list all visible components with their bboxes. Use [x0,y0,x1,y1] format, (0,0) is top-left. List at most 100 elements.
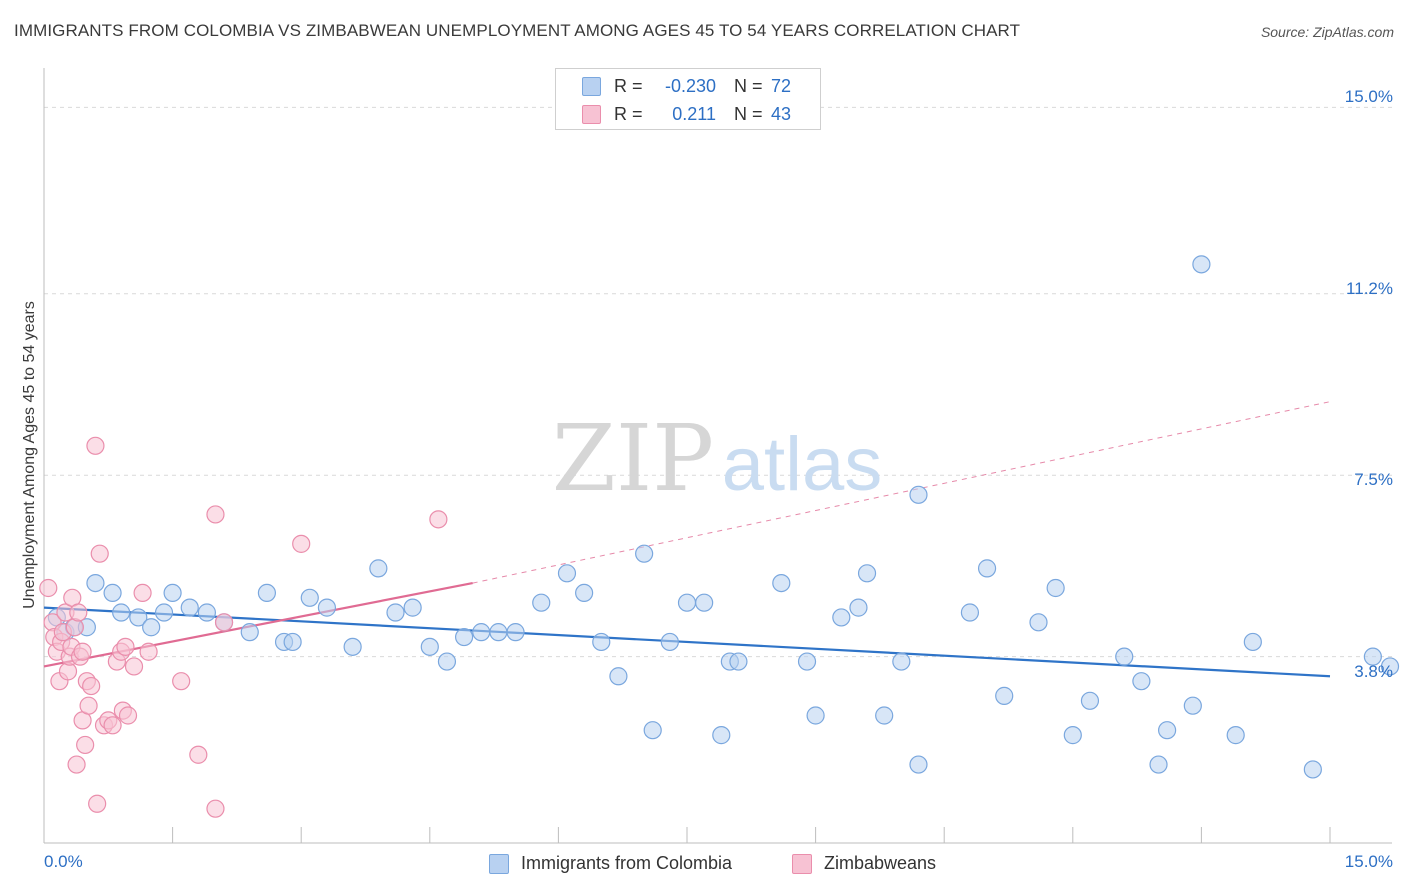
colombia-point-66 [1226,726,1245,745]
colombia-point-58 [1063,726,1082,745]
colombia-point-42 [729,652,748,671]
zimbabwe-point-35 [139,642,158,661]
colombia-point-23 [403,598,422,617]
zimbabwe-point-27 [103,716,122,735]
zimbabwe-point-18 [76,735,95,755]
colombia-point-47 [849,598,868,617]
colombia-point-64 [1183,696,1202,715]
colombia-point-59 [1080,691,1100,710]
colombia-point-65 [1192,255,1211,274]
y-tick-label-3-8: 3.8% [1354,662,1393,681]
x-tick-label-max: 15.0% [1344,852,1393,871]
colombia-point-25 [437,652,457,671]
pink-swatch [582,105,601,124]
colombia-point-22 [386,603,405,622]
colombia-point-24 [420,637,439,656]
r-value: 0.211 [672,104,716,124]
zimbabwe-point-21 [82,676,101,696]
colombia-point-28 [489,623,508,642]
n-value: 43 [771,104,792,124]
source-label: Source: ZipAtlas.com [1260,24,1394,40]
colombia-point-62 [1149,755,1168,774]
colombia-point-44 [797,652,817,671]
colombia-point-8 [142,618,161,637]
legend-label: Zimbabweans [824,853,937,873]
zimbabwe-point-23 [88,794,107,813]
zimbabwe-point-31 [116,637,135,656]
colombia-point-51 [909,485,928,504]
colombia-point-9 [154,603,174,622]
y-tick-label-7-5: 7.5% [1354,470,1393,489]
colombia-point-34 [609,667,628,686]
zimbabwe-point-0 [39,578,58,598]
zimbabwe-point-38 [206,505,225,524]
chart-title: IMMIGRANTS FROM COLOMBIA VS ZIMBABWEAN U… [14,21,1021,40]
zimbabwe-point-40 [214,613,234,632]
zimbabwe-point-24 [90,544,109,563]
r-label: R = [614,76,643,96]
colombia-point-48 [857,564,877,583]
axes [43,68,1392,844]
colombia-point-45 [806,706,825,725]
n-value: 72 [771,76,792,96]
n-label: N = [734,76,763,96]
colombia-point-61 [1132,672,1151,691]
colombia-point-31 [557,564,577,583]
r-value: -0.230 [664,76,716,96]
zimbabwe-point-14 [69,603,88,622]
colombia-point-14 [240,623,259,642]
y-tick-label-11-2: 11.2% [1346,279,1393,298]
blue-swatch [582,77,601,96]
colombia-point-26 [454,627,474,647]
colombia-point-50 [892,652,911,671]
x-tick-label-min: 0.0% [44,852,83,871]
r-label: R = [614,104,643,124]
colombia-point-53 [960,603,980,622]
pink-swatch [792,854,812,874]
blue-swatch [489,854,509,874]
colombia-point-68 [1303,760,1322,779]
zimbabwe-point-41 [292,534,311,553]
colombia-point-32 [575,583,594,603]
zimbabwe-point-17 [73,642,92,661]
zimbabwe-point-42 [429,510,448,529]
colombia-point-52 [909,755,928,774]
y-axis-label: Unemployment Among Ages 45 to 54 years [21,301,38,609]
colombia-point-49 [875,706,894,725]
watermark-zip: ZIP [552,405,714,512]
colombia-point-15 [257,583,277,603]
colombia-point-63 [1158,721,1177,740]
colombia-point-30 [532,593,551,612]
colombia-point-29 [506,623,525,642]
zimbabwe-point-39 [206,799,225,818]
colombia-point-69 [1363,647,1382,666]
colombia-point-4 [86,573,105,593]
colombia-point-54 [977,559,997,578]
zimbabwe-point-13 [67,755,86,774]
colombia-point-55 [995,686,1014,705]
stats-legend-row-colombia: R = -0.230 N = 72 [556,73,820,99]
colombia-point-57 [1046,578,1065,598]
colombia-trendline [43,606,1331,678]
colombia-point-27 [472,623,491,642]
zimbabwe-point-22 [86,436,105,455]
zimbabwe-trendline-extension [472,401,1331,584]
legend-label: Immigrants from Colombia [521,853,733,873]
colombia-point-7 [129,608,148,627]
colombia-point-20 [343,637,362,656]
colombia-point-11 [180,598,199,617]
gridlines [44,106,1392,658]
colombia-point-17 [283,632,302,652]
colombia-point-36 [643,721,662,740]
colombia-point-33 [592,632,611,652]
colombia-point-67 [1243,632,1262,652]
colombia-point-10 [163,583,182,603]
colombia-point-38 [677,593,697,612]
watermark: ZIP atlas [552,405,882,512]
y-tick-label-15: 15.0% [1344,87,1393,106]
zimbabwe-point-34 [133,583,152,603]
watermark-atlas: atlas [722,422,883,507]
stats-legend-row-zimbabwe: R = 0.211 N = 43 [556,101,820,127]
zimbabwe-point-12 [65,618,84,637]
